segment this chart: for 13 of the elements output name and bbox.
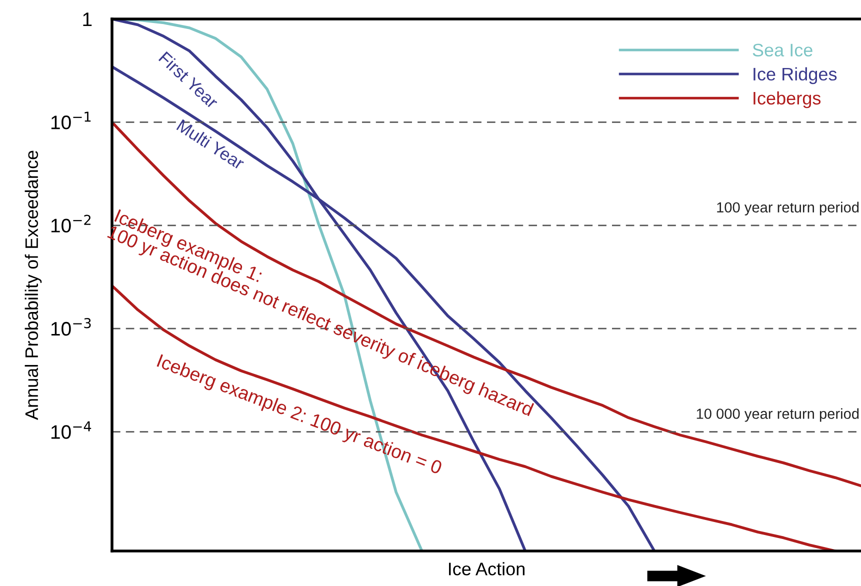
y-tick-label: 10$^{−2}$: [51, 214, 90, 232]
y-tick-label: 10$^{−1}$: [51, 112, 91, 130]
x-axis-title: Ice Action: [449, 562, 524, 576]
ref-line-label: 100 year return period: [717, 202, 859, 216]
y-tick-label: 10$^{−3}$: [51, 318, 91, 336]
y-axis-title: Annual Probability of Exceedance: [24, 150, 42, 420]
y-tick-label: 10$^{−4}$: [51, 421, 92, 439]
y-tick-label: 1: [83, 12, 92, 26]
ref-line-label: 10 000 year return period: [696, 408, 859, 422]
text: Sea Ice: [752, 44, 812, 56]
annotation: Multi Year: [176, 118, 246, 170]
text: Ice Ridges: [754, 67, 837, 84]
text: Icebergs: [754, 91, 821, 108]
